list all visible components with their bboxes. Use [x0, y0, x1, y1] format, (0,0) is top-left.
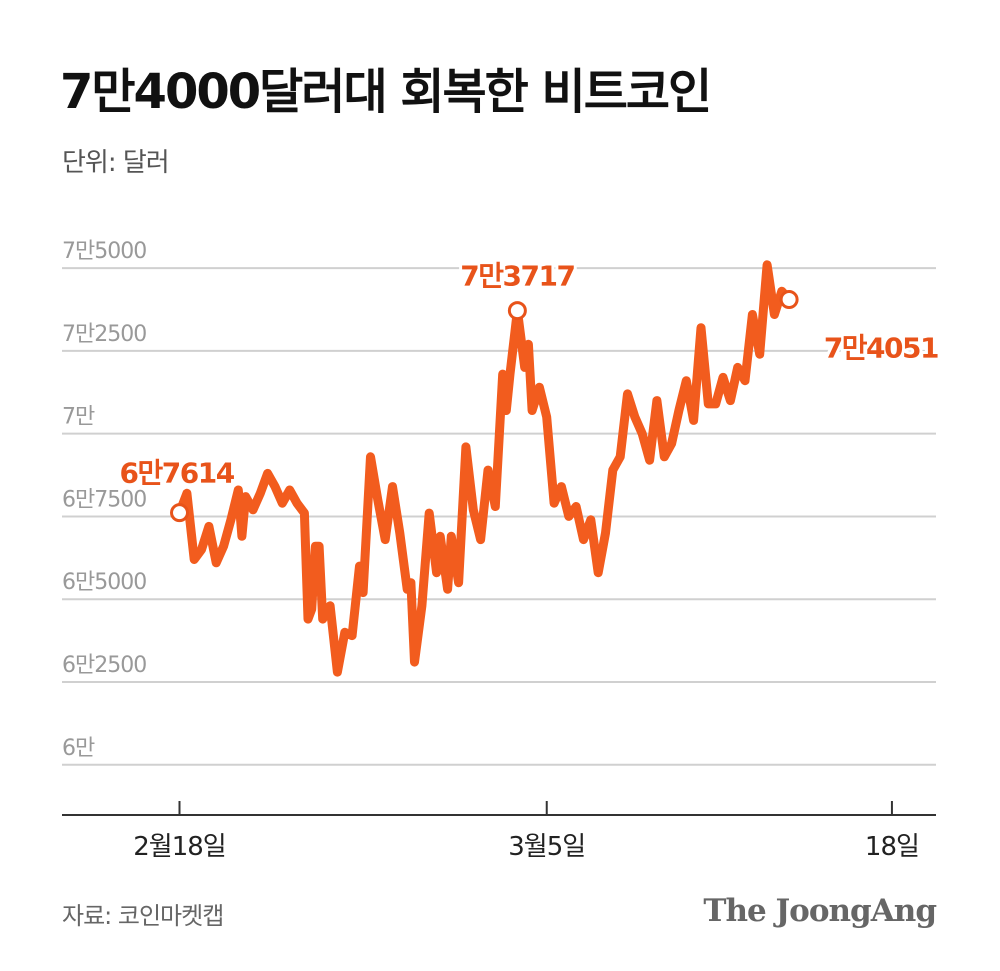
annotation-label: 7만4051 [824, 332, 938, 365]
y-tick-label: 6만2500 [62, 653, 146, 678]
price-line [175, 260, 794, 677]
annotation-marker [507, 301, 527, 321]
x-tick-label: 2월18일 [133, 832, 225, 862]
annotation-marker [779, 290, 799, 310]
unit-label: 단위: 달러 [62, 148, 170, 178]
y-tick-label: 7만5000 [62, 239, 146, 264]
x-tick-label: 18일 [865, 832, 919, 862]
axis-layer: 2월18일 3월5일 18일 [62, 801, 936, 862]
page-title: 7만4000달러대 회복한 비트코인 [60, 64, 712, 120]
y-tick-label: 6만 [62, 736, 95, 761]
x-tick-label: 3월5일 [508, 832, 585, 862]
annotation-label: 6만7614 [120, 457, 235, 490]
annotation-layer: 6만7614 7만3717 7만4051 [117, 257, 943, 523]
y-tick-label: 6만7500 [62, 487, 146, 512]
grid-layer: 6만 6만2500 6만5000 6만7500 7만 7만2500 7만5000 [62, 239, 936, 766]
y-tick-label: 7만 [62, 405, 95, 430]
y-tick-label: 7만2500 [62, 322, 146, 347]
publisher-logo: The JoongAng [703, 893, 937, 929]
annotation-label: 7만3717 [460, 260, 574, 293]
annotation-marker [170, 503, 190, 523]
source-note: 자료: 코인마켓캡 [62, 902, 224, 930]
series-layer [175, 260, 794, 677]
y-tick-label: 6만5000 [62, 570, 146, 595]
